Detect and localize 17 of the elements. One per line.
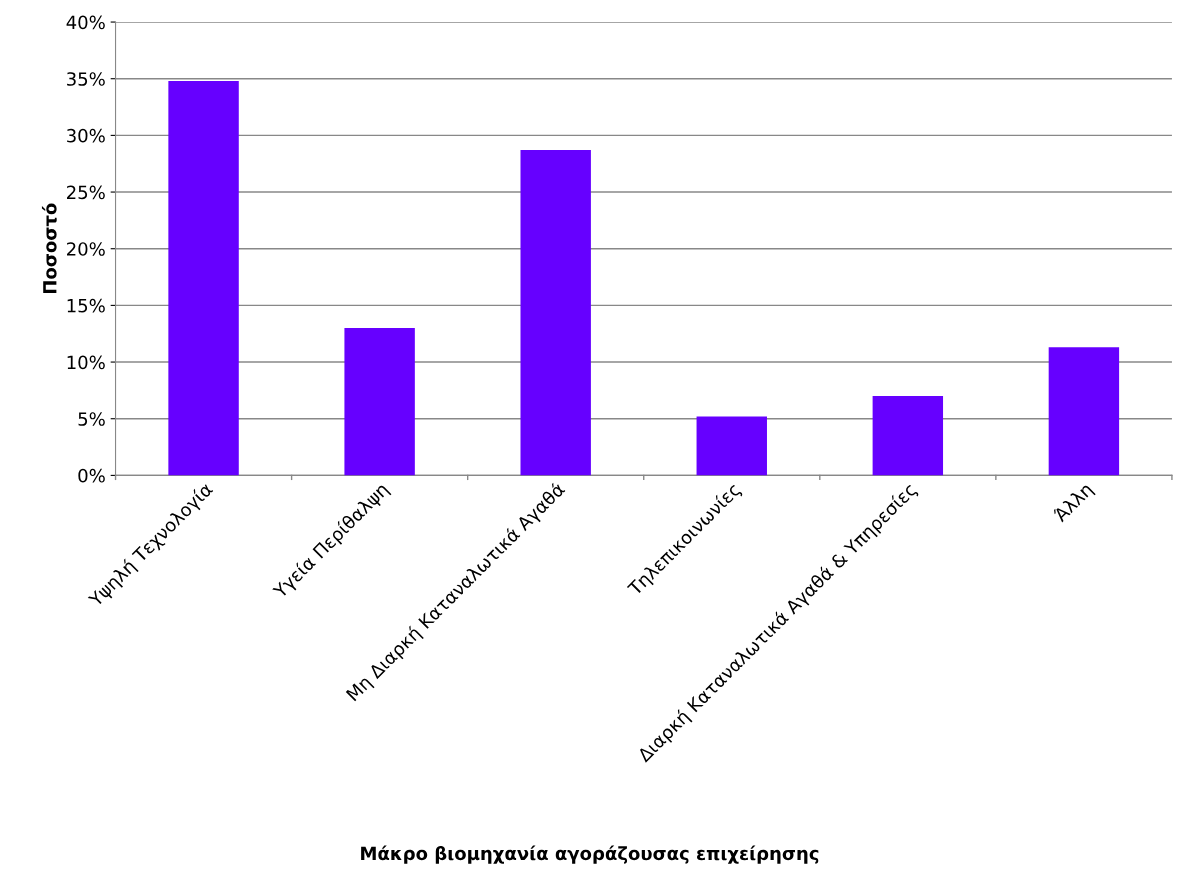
y-tick-label: 15% <box>67 298 105 313</box>
y-tick-label: 10% <box>67 355 105 370</box>
y-tick-label: 30% <box>67 128 105 143</box>
x-axis-title: Μάκρο βιομηχανία αγοράζουσας επιχείρησης <box>361 845 819 864</box>
y-tick-label: 35% <box>67 72 105 86</box>
bar <box>872 396 944 476</box>
bar <box>696 416 767 476</box>
y-tick-label: 40% <box>66 15 105 30</box>
y-tick-label: 5% <box>78 412 105 426</box>
y-tick-label: 0% <box>78 468 105 483</box>
bar <box>168 80 239 476</box>
bar <box>1048 347 1120 476</box>
y-tick-label: 25% <box>67 185 105 200</box>
y-tick-label: 20% <box>67 242 105 256</box>
bar <box>344 328 415 476</box>
y-axis-title: Ποσοστό <box>41 203 57 294</box>
bar <box>520 150 591 476</box>
